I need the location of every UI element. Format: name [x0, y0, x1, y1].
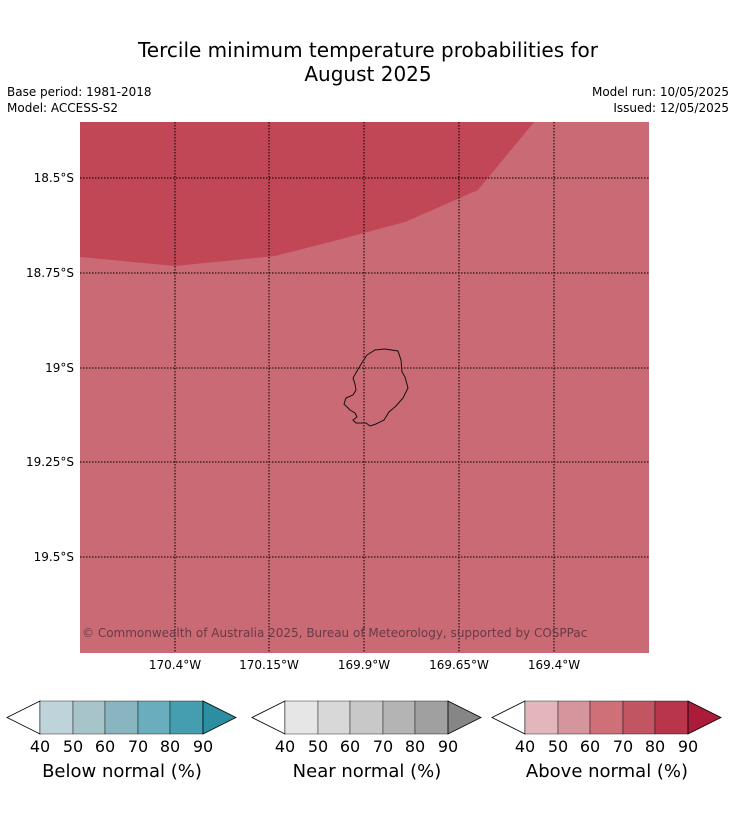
colorbar-high-extend: [202, 700, 237, 735]
colorbar-ticks: 40 50 60 70 80 90: [6, 737, 238, 757]
legend-label-above-normal: Above normal (%): [525, 761, 689, 782]
colorbar-low-extend: [251, 700, 286, 735]
legend-label-below-normal: Below normal (%): [42, 761, 202, 782]
colorbar-bin-60-70: [349, 700, 384, 735]
colorbar-bin-80-90: [169, 700, 204, 735]
niue-coastline: [343, 348, 409, 427]
model-run: Model run: 10/05/2025: [591, 85, 729, 99]
legend-label-near-normal: Near normal (%): [292, 761, 442, 782]
title-line-1: Tercile minimum temperature probabilitie…: [137, 38, 599, 62]
legend-above-normal: 40 50 60 70 80 90 Above normal (%): [491, 700, 723, 782]
tick-70: 70: [372, 737, 394, 756]
tick-90: 90: [437, 737, 459, 756]
zone-70-80: [80, 122, 534, 266]
lon-label-169-65: 169.65°W: [429, 658, 489, 672]
tick-80: 80: [644, 737, 666, 756]
lat-label-18-5: 18.5°S: [33, 171, 74, 185]
meta-left: Base period: 1981-2018 Model: ACCESS-S2: [7, 84, 152, 116]
colorbar-bin-60-70: [589, 700, 624, 735]
tick-80: 80: [404, 737, 426, 756]
tick-60: 60: [94, 737, 116, 756]
tick-70: 70: [612, 737, 634, 756]
tick-80: 80: [159, 737, 181, 756]
lat-label-19-5: 19.5°S: [33, 550, 74, 564]
map-svg: [80, 122, 649, 653]
colorbar-near-normal: [251, 700, 482, 735]
colorbar-bin-70-80: [382, 700, 416, 735]
colorbar-bin-40-50: [524, 700, 559, 735]
colorbar-bin-70-80: [137, 700, 171, 735]
colorbar-bin-80-90: [414, 700, 449, 735]
colorbar-below-normal: [6, 700, 237, 735]
title-line-2: August 2025: [304, 62, 432, 86]
tick-60: 60: [339, 737, 361, 756]
colorbar-bin-40-50: [284, 700, 319, 735]
colorbar-bin-80-90: [654, 700, 689, 735]
tick-50: 50: [547, 737, 569, 756]
tick-40: 40: [514, 737, 536, 756]
colorbar-high-extend: [687, 700, 722, 735]
colorbar-bin-60-70: [104, 700, 139, 735]
lat-label-19: 19°S: [45, 361, 74, 375]
colorbar-bin-50-60: [72, 700, 106, 735]
base-period: Base period: 1981-2018: [7, 85, 152, 99]
lat-label-18-75: 18.75°S: [26, 266, 74, 280]
colorbar-bin-40-50: [39, 700, 74, 735]
lon-label-170-4: 170.4°W: [148, 658, 202, 672]
lon-label-169-9: 169.9°W: [337, 658, 391, 672]
colorbar-low-extend: [6, 700, 41, 735]
tick-40: 40: [29, 737, 51, 756]
tick-50: 50: [307, 737, 329, 756]
tick-60: 60: [579, 737, 601, 756]
tick-90: 90: [677, 737, 699, 756]
tick-50: 50: [62, 737, 84, 756]
lat-label-19-25: 19.25°S: [26, 455, 74, 469]
colorbar-bin-50-60: [557, 700, 591, 735]
model-name: Model: ACCESS-S2: [7, 101, 119, 115]
colorbar-ticks: 40 50 60 70 80 90: [491, 737, 723, 757]
colorbar-low-extend: [491, 700, 526, 735]
graticule: [80, 122, 649, 653]
tick-70: 70: [127, 737, 149, 756]
colorbar-ticks: 40 50 60 70 80 90: [251, 737, 483, 757]
colorbar-high-extend: [447, 700, 482, 735]
colorbar-bin-70-80: [622, 700, 656, 735]
tick-90: 90: [192, 737, 214, 756]
colorbar-above-normal: [491, 700, 722, 735]
issued-date: Issued: 12/05/2025: [613, 101, 729, 115]
colorbar-bin-50-60: [317, 700, 351, 735]
legend-below-normal: 40 50 60 70 80 90 Below normal (%): [6, 700, 238, 782]
legend-near-normal: 40 50 60 70 80 90 Near normal (%): [251, 700, 483, 782]
map-panel: [80, 122, 649, 653]
map-title: Tercile minimum temperature probabilitie…: [0, 38, 736, 86]
meta-right: Model run: 10/05/2025 Issued: 12/05/2025: [592, 84, 729, 116]
lon-label-169-4: 169.4°W: [527, 658, 581, 672]
tick-40: 40: [274, 737, 296, 756]
copyright-text: © Commonwealth of Australia 2025, Bureau…: [82, 626, 588, 640]
lon-label-170-15: 170.15°W: [239, 658, 299, 672]
